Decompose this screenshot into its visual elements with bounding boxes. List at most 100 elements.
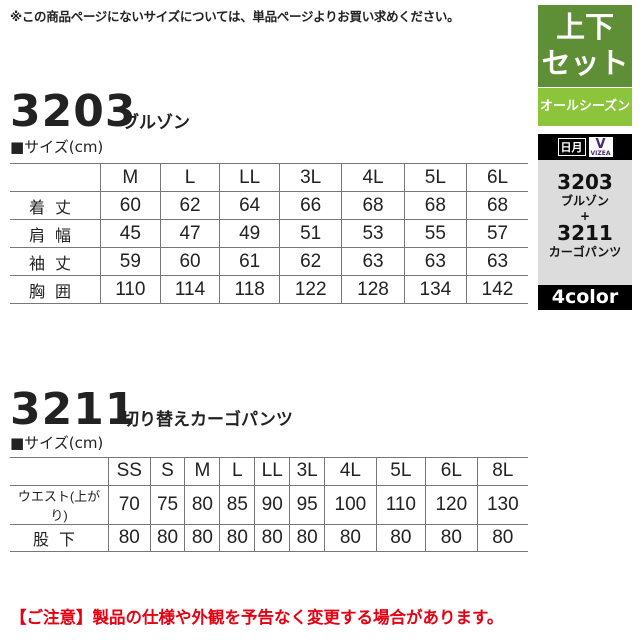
jacket-size-table: M L LL 3L 4L 5L 6L 着丈 60 62 64 66 68 68 68 肩幅 45 47 49 51 53… bbox=[10, 163, 528, 304]
size-header: M bbox=[184, 457, 220, 485]
size-header: LL bbox=[254, 457, 290, 485]
cell-value: 60 bbox=[100, 191, 161, 220]
size-header-row: M L LL 3L 4L 5L 6L bbox=[10, 163, 528, 192]
cell-value: 100 bbox=[324, 485, 377, 524]
plus-sign: + bbox=[579, 209, 591, 223]
cell-value: 128 bbox=[341, 275, 405, 304]
cell-value: 62 bbox=[159, 191, 220, 220]
cell-value: 45 bbox=[100, 219, 161, 248]
cell-value: 49 bbox=[219, 219, 280, 248]
pants-size-table: SS S M L LL 3L 4L 5L 6L 8L ウエスト(上がり) 70 75 80 85 90 95 10… bbox=[10, 457, 528, 552]
jacket-name: ブルゾン bbox=[122, 113, 190, 133]
size-header: M bbox=[100, 163, 161, 192]
cell-value: 90 bbox=[254, 485, 290, 524]
cell-value: 62 bbox=[279, 247, 342, 276]
jacket-size-label: ■サイズ(cm) bbox=[10, 138, 104, 156]
size-header: 4L bbox=[324, 457, 377, 485]
cell-value: 80 bbox=[324, 524, 377, 552]
cell-value: 122 bbox=[279, 275, 342, 304]
size-header-row: SS S M L LL 3L 4L 5L 6L 8L bbox=[10, 457, 528, 485]
item1-name: ブルゾン bbox=[560, 194, 609, 208]
pants-size-label: ■サイズ(cm) bbox=[10, 434, 104, 452]
row-label: 着丈 bbox=[28, 199, 81, 217]
cell-value: 68 bbox=[341, 191, 405, 220]
set-items: 3203 ブルゾン + 3211 カーゴパンツ bbox=[538, 160, 632, 285]
cell-value: 142 bbox=[466, 275, 528, 304]
table-row: 肩幅 45 47 49 51 53 55 57 bbox=[10, 219, 528, 248]
item2-code: 3211 bbox=[557, 221, 613, 245]
pants-name: 切り替えカーゴパンツ bbox=[122, 410, 293, 430]
size-header: S bbox=[149, 457, 185, 485]
set-line1: 上下 bbox=[555, 10, 614, 44]
table-row: 袖丈 59 60 61 62 63 63 63 bbox=[10, 247, 528, 276]
cell-value: 80 bbox=[375, 524, 426, 552]
cell-value: 95 bbox=[289, 485, 325, 524]
row-label: 袖丈 bbox=[28, 255, 81, 273]
size-header: 3L bbox=[289, 457, 325, 485]
cell-value: 66 bbox=[279, 191, 342, 220]
table-row: 着丈 60 62 64 66 68 68 68 bbox=[10, 191, 528, 220]
cell-value: 118 bbox=[219, 275, 280, 304]
cell-value: 110 bbox=[100, 275, 161, 304]
cell-value: 80 bbox=[108, 524, 151, 552]
item1-code: 3203 bbox=[557, 170, 613, 194]
cell-value: 80 bbox=[289, 524, 325, 552]
cell-value: 80 bbox=[184, 524, 220, 552]
jacket-code: 3203 bbox=[10, 86, 137, 137]
size-header: 6L bbox=[425, 457, 478, 485]
cell-value: 130 bbox=[476, 485, 528, 524]
cell-value: 57 bbox=[466, 219, 528, 248]
size-header: LL bbox=[219, 163, 280, 192]
row-label: 肩幅 bbox=[28, 227, 81, 245]
cell-value: 80 bbox=[149, 524, 185, 552]
cell-value: 59 bbox=[100, 247, 161, 276]
cell-value: 47 bbox=[159, 219, 220, 248]
cell-value: 80 bbox=[254, 524, 290, 552]
day-month-badge: 日月 bbox=[557, 138, 586, 156]
cell-value: 70 bbox=[108, 485, 151, 524]
size-header: L bbox=[219, 457, 255, 485]
cell-value: 51 bbox=[279, 219, 342, 248]
cell-value: 85 bbox=[219, 485, 255, 524]
warning-notice: 【ご注意】製品の仕様や外観を予告なく変更する場合があります。 bbox=[10, 608, 504, 627]
season-badge: オールシーズン bbox=[538, 88, 632, 126]
cell-value: 80 bbox=[476, 524, 528, 552]
pants-code: 3211 bbox=[10, 384, 137, 435]
size-header: 5L bbox=[375, 457, 426, 485]
cell-value: 61 bbox=[219, 247, 280, 276]
brand-bar: 日月 V VIZEA bbox=[538, 134, 632, 160]
cell-value: 60 bbox=[159, 247, 220, 276]
size-header: SS bbox=[108, 457, 151, 485]
row-label: 胸囲 bbox=[28, 283, 81, 301]
table-row: 胸囲 110 114 118 122 128 134 142 bbox=[10, 275, 528, 304]
cell-value: 80 bbox=[184, 485, 220, 524]
cell-value: 75 bbox=[149, 485, 185, 524]
size-header: 8L bbox=[476, 457, 528, 485]
size-header: 5L bbox=[403, 163, 467, 192]
table-row: ウエスト(上がり) 70 75 80 85 90 95 100 110 120 130 bbox=[10, 485, 528, 524]
cell-value: 114 bbox=[159, 275, 220, 304]
cell-value: 55 bbox=[403, 219, 467, 248]
size-header: L bbox=[159, 163, 220, 192]
size-header: 4L bbox=[341, 163, 405, 192]
row-label: ウエスト(上がり) bbox=[17, 488, 101, 523]
row-label: 股下 bbox=[32, 531, 85, 549]
cell-value: 63 bbox=[403, 247, 467, 276]
cell-value: 64 bbox=[219, 191, 280, 220]
item2-name: カーゴパンツ bbox=[548, 245, 622, 259]
cell-value: 68 bbox=[403, 191, 467, 220]
cell-value: 134 bbox=[403, 275, 467, 304]
set-line2: セット bbox=[541, 46, 629, 80]
cell-value: 80 bbox=[219, 524, 255, 552]
table-row: 股下 80 80 80 80 80 80 80 80 80 80 bbox=[10, 524, 528, 552]
size-header: 3L bbox=[279, 163, 342, 192]
size-header: 6L bbox=[466, 163, 528, 192]
cell-value: 68 bbox=[466, 191, 528, 220]
cell-value: 63 bbox=[341, 247, 405, 276]
cell-value: 110 bbox=[375, 485, 426, 524]
set-badge: 上下 セット bbox=[538, 5, 632, 87]
cell-value: 63 bbox=[466, 247, 528, 276]
cell-value: 80 bbox=[425, 524, 478, 552]
vizea-logo: V VIZEA bbox=[588, 137, 613, 157]
cell-value: 53 bbox=[341, 219, 405, 248]
